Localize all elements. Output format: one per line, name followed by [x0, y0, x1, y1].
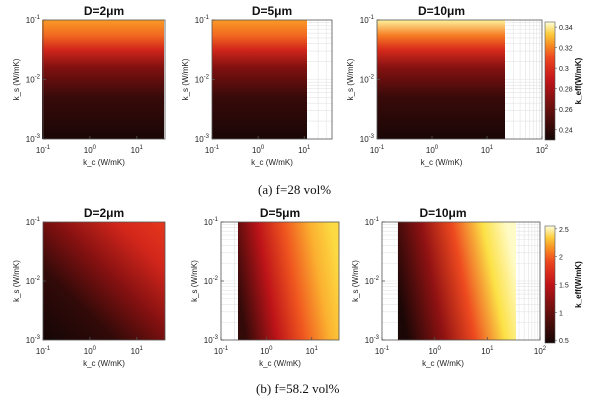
x-tick-label: 10-1: [375, 346, 390, 356]
x-tick-label: 100: [426, 145, 439, 155]
colorbar-tick-label: 0.5: [559, 338, 569, 345]
x-tick-label: 10-1: [214, 346, 229, 356]
y-axis-label: k_s (W/mK): [351, 260, 360, 302]
y-tick-label: 10-3: [360, 134, 375, 144]
panel-title: D=5μm: [260, 206, 300, 220]
colorbar: 0.5 1 1.5 2 2.5 k_eff(W/mK): [544, 225, 583, 345]
colorbar-tick-label: 1: [559, 310, 563, 317]
x-tick-label: 101: [298, 145, 311, 155]
y-tick-label: 10-3: [26, 335, 41, 345]
x-tick-label: 100: [84, 145, 97, 155]
y-tick-label: 10-1: [195, 15, 210, 25]
heatmap-panel-2: D=5μm 10-1 100 101 10-3 10-2 10-1 k_c (W/mK) k_s…: [181, 4, 333, 167]
y-tick-label: 10-2: [360, 75, 375, 85]
heatmap-panel-6: D=10μm 10-1 100 101 102 10-3 10-2 10-1 k_c (W/mK…: [351, 206, 583, 368]
heatmap-field: [377, 20, 505, 139]
y-tick-label: 10-2: [195, 75, 210, 85]
colorbar: 0.24 0.26 0.28 0.3 0.32 0.34 k_eff(W/mK): [544, 21, 583, 141]
x-axis-label: k_c (W/mK): [421, 158, 463, 167]
colorbar-tick-label: 0.34: [559, 25, 573, 32]
x-tick-label: 10-1: [205, 145, 220, 155]
heatmap-panel-3: D=10μm 10-1 100 101 102 10-3 10-2 10-1 k_c (W/mK…: [346, 4, 583, 167]
colorbar-tick-label: 0.26: [559, 107, 573, 114]
x-axis-label: k_c (W/mK): [83, 359, 125, 368]
panel-title: D=10μm: [419, 206, 466, 220]
y-tick-label: 10-2: [204, 276, 219, 286]
y-tick-label: 10-3: [26, 134, 41, 144]
y-tick-label: 10-1: [26, 217, 41, 227]
x-axis-label: k_c (W/mK): [251, 158, 293, 167]
x-tick-label: 100: [252, 145, 265, 155]
colorbar-gradient: [544, 225, 556, 344]
colorbar-tick-label: 2.5: [559, 227, 569, 234]
heatmap-field: [398, 222, 516, 340]
colorbar-gradient: [544, 21, 556, 141]
y-axis-label: k_s (W/mK): [181, 58, 190, 100]
y-axis-label: k_s (W/mK): [12, 260, 21, 302]
colorbar-tick-label: 1.5: [559, 283, 569, 290]
y-tick-label: 10-2: [365, 276, 380, 286]
x-tick-label: 101: [131, 346, 144, 356]
panel-title: D=2μm: [84, 4, 124, 18]
heatmap-panel-5: D=5μm 10-1 100 101 10-3 10-2 10-1 k_c (W/mK) k_s…: [190, 206, 340, 368]
y-tick-label: 10-3: [365, 335, 380, 345]
x-tick-label: 10-1: [36, 145, 51, 155]
panel-title: D=2μm: [84, 206, 124, 220]
panel-title: D=5μm: [252, 4, 292, 18]
x-tick-label: 100: [429, 346, 442, 356]
caption-a: (a) f=28 vol%: [258, 182, 332, 197]
colorbar-tick-label: 0.3: [559, 66, 569, 73]
heatmap-field: [212, 20, 307, 139]
y-tick-label: 10-3: [204, 335, 219, 345]
heatmap-panel-1: D=2μm 10-1 100 101 10-3 10-2 10-1 k_c (W/mK) k_s…: [12, 4, 166, 167]
colorbar-tick-label: 0.24: [559, 128, 573, 135]
colorbar-label: k_eff(W/mK): [574, 57, 583, 104]
x-axis-label: k_c (W/mK): [422, 359, 464, 368]
heatmap-field: [43, 222, 165, 340]
heatmap-field: [42, 20, 164, 139]
panel-title: D=10μm: [418, 4, 465, 18]
y-tick-label: 10-2: [26, 75, 41, 85]
y-tick-label: 10-1: [204, 217, 219, 227]
x-axis-label: k_c (W/mK): [259, 359, 301, 368]
y-tick-label: 10-1: [360, 15, 375, 25]
colorbar-tick-label: 2: [559, 255, 563, 262]
x-tick-label: 101: [481, 145, 494, 155]
y-tick-label: 10-1: [26, 15, 41, 25]
x-tick-label: 102: [536, 145, 549, 155]
caption-b: (b) f=58.2 vol%: [256, 381, 340, 396]
x-tick-label: 100: [260, 346, 273, 356]
y-axis-label: k_s (W/mK): [190, 260, 199, 302]
heatmap-panel-4: D=2μm 10-1 100 101 10-3 10-2 10-1 k_c (W/mK) k_s…: [12, 206, 166, 368]
x-tick-label: 10-1: [370, 145, 385, 155]
colorbar-tick-label: 0.32: [559, 46, 573, 53]
x-axis-label: k_c (W/mK): [83, 158, 125, 167]
x-tick-label: 101: [131, 145, 144, 155]
x-tick-label: 101: [481, 346, 494, 356]
y-axis-label: k_s (W/mK): [12, 58, 21, 100]
colorbar-tick-label: 0.28: [559, 87, 573, 94]
heatmap-field: [238, 222, 339, 340]
x-tick-label: 102: [534, 346, 547, 356]
y-tick-label: 10-1: [365, 217, 380, 227]
y-tick-label: 10-3: [195, 134, 210, 144]
x-tick-label: 101: [306, 346, 319, 356]
colorbar-label: k_eff(W/mK): [574, 261, 583, 308]
x-tick-label: 10-1: [36, 346, 51, 356]
y-tick-label: 10-2: [26, 276, 41, 286]
y-axis-label: k_s (W/mK): [346, 58, 355, 100]
x-tick-label: 100: [84, 346, 97, 356]
